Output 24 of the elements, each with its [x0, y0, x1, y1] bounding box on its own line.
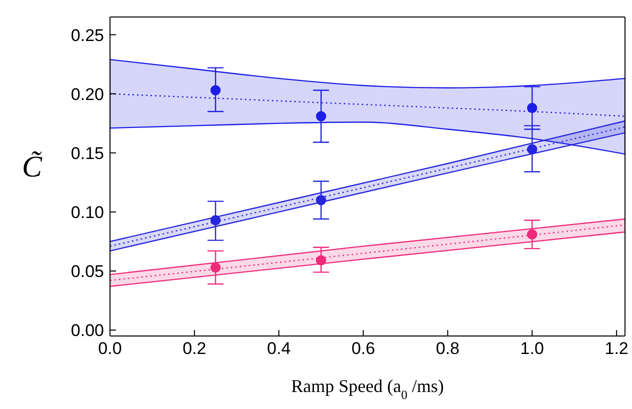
x-tick-label: 0.4 — [267, 339, 291, 358]
point — [210, 85, 221, 96]
y-tick-label: 0.00 — [70, 321, 104, 340]
y-tick-label: 0.15 — [70, 144, 104, 163]
x-tick-label: 0.6 — [351, 339, 376, 358]
y-tick-label: 0.25 — [70, 26, 104, 45]
y-tick-label: 0.10 — [70, 202, 104, 222]
point — [527, 229, 538, 240]
x-tick-label: 0.8 — [436, 339, 460, 358]
y-axis-title: C̃ — [22, 150, 43, 184]
point — [210, 262, 221, 273]
point — [316, 255, 326, 266]
x-tick-label: 0.0 — [98, 339, 122, 358]
point — [316, 111, 326, 122]
x-tick-label: 1.0 — [520, 339, 544, 358]
point — [316, 195, 326, 206]
point — [210, 215, 221, 226]
x-tick-label: 1.2 — [604, 339, 628, 358]
x-axis-title: Ramp Speed (a$_{0}$/ms) — [291, 376, 444, 402]
y-tick-label: 0.05 — [70, 262, 104, 282]
y-tick-label: 0.20 — [70, 84, 104, 104]
x-tick-label: 0.2 — [182, 339, 206, 358]
point — [527, 144, 538, 154]
point — [527, 102, 538, 114]
